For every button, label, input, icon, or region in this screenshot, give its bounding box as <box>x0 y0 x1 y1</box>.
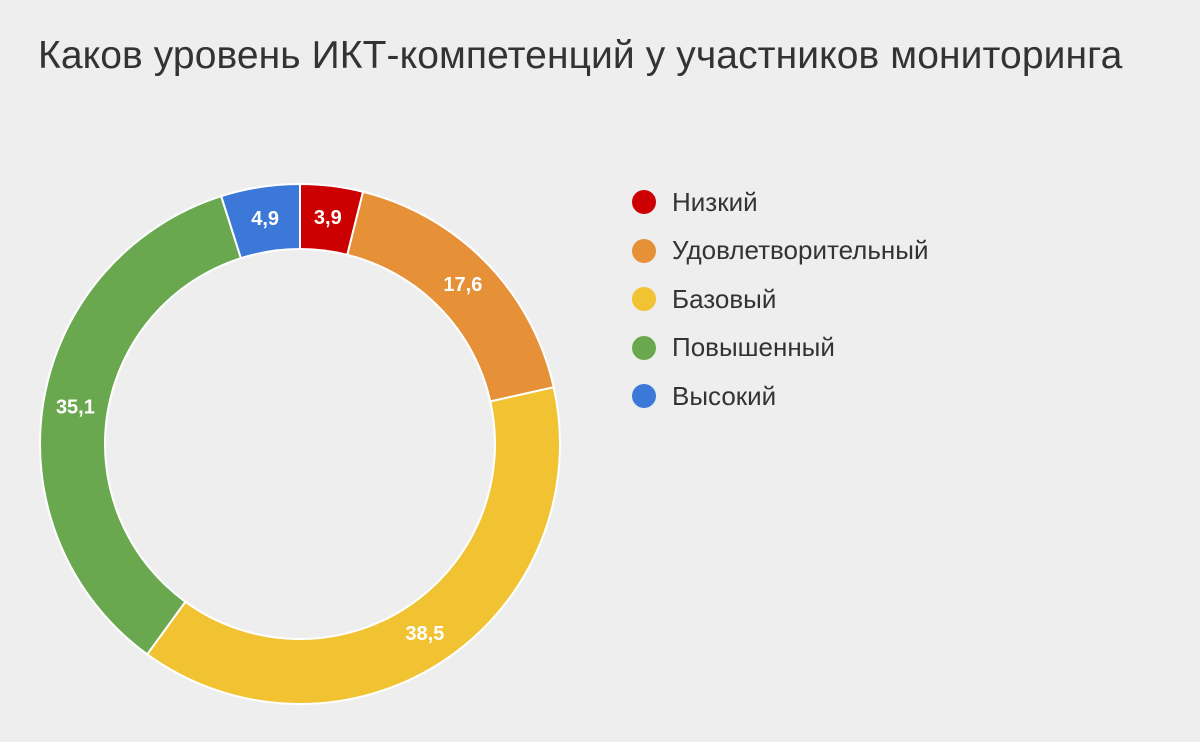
legend-label-3: Повышенный <box>672 332 835 363</box>
slice-label-3: 35,1 <box>56 397 95 419</box>
legend-label-1: Удовлетворительный <box>672 235 929 266</box>
legend-label-4: Высокий <box>672 380 777 411</box>
chart-legend: Низкий Удовлетворительный Базовый Повышенны… <box>632 178 928 421</box>
legend-marker-4 <box>632 384 656 409</box>
slice-label-1: 17,6 <box>443 274 482 296</box>
legend-marker-2 <box>632 287 656 312</box>
legend-item-0: Низкий <box>632 178 928 227</box>
slice-3 <box>39 194 243 656</box>
legend-marker-0 <box>632 190 656 215</box>
slice-2 <box>145 386 561 705</box>
slice-4 <box>219 182 301 260</box>
slice-label-0: 3,9 <box>314 207 342 229</box>
legend-marker-3 <box>632 335 656 360</box>
slice-label-4: 4,9 <box>251 208 279 230</box>
legend-item-1: Удовлетворительный <box>632 227 928 276</box>
chart-title: Каков уровень ИКТ-компетенций у участник… <box>38 34 1123 77</box>
donut-chart: 3,9 17,6 38,5 35,1 4,9 <box>39 182 561 705</box>
slice-1 <box>346 190 555 403</box>
legend-item-3: Повышенный <box>632 324 928 373</box>
legend-marker-1 <box>632 238 656 263</box>
legend-item-4: Высокий <box>632 372 928 421</box>
slice-label-2: 38,5 <box>405 623 444 645</box>
legend-item-2: Базовый <box>632 275 928 324</box>
legend-label-0: Низкий <box>672 186 758 217</box>
legend-label-2: Базовый <box>672 283 777 314</box>
